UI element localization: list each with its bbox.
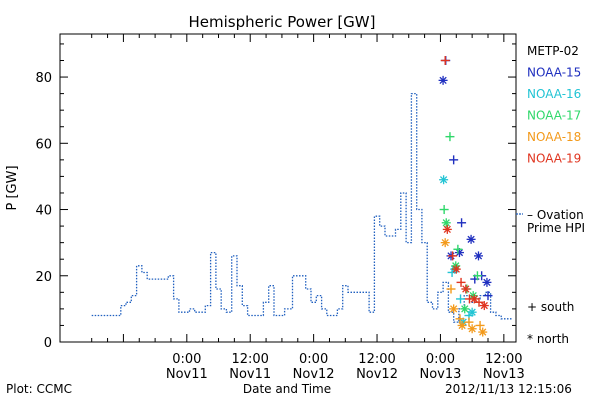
south-marker bbox=[453, 244, 463, 254]
south-marker bbox=[475, 320, 485, 330]
south-marker bbox=[474, 297, 484, 307]
y-tick-label: 20 bbox=[35, 270, 52, 285]
north-marker bbox=[461, 284, 471, 294]
south-marker bbox=[472, 271, 482, 281]
legend-item-metp-02: METP-02 bbox=[527, 44, 579, 58]
north-marker bbox=[469, 294, 479, 304]
x-axis-ticks: 0:00Nov1112:00Nov110:00Nov1212:00Nov120:… bbox=[91, 34, 525, 382]
y-tick-label: 60 bbox=[35, 137, 52, 152]
south-marker bbox=[456, 294, 466, 304]
south-marker bbox=[439, 205, 449, 215]
x-tick-date: Nov13 bbox=[483, 367, 525, 382]
x-axis-label: Date and Time bbox=[243, 382, 331, 396]
north-marker bbox=[440, 238, 450, 248]
north-marker bbox=[466, 234, 476, 244]
hpi-series bbox=[91, 92, 512, 323]
north-marker bbox=[457, 320, 467, 330]
south-marker bbox=[455, 314, 465, 324]
north-marker bbox=[441, 218, 451, 228]
legend: METP-02 NOAA-15 NOAA-16 NOAA-17 NOAA-18 NOAA-… bbox=[516, 44, 581, 215]
x-tick-date: Nov11 bbox=[229, 367, 271, 382]
north-marker bbox=[449, 304, 459, 314]
legend-item-noaa-16: NOAA-16 bbox=[527, 87, 581, 101]
north-marker bbox=[473, 251, 483, 261]
north-marker bbox=[479, 301, 489, 311]
x-tick-time: 0:00 bbox=[299, 352, 328, 367]
south-marker bbox=[457, 218, 467, 228]
hpi-line bbox=[91, 92, 512, 323]
footer-timestamp: 2012/11/13 12:15:06 bbox=[445, 382, 572, 396]
x-tick-date: Nov12 bbox=[293, 367, 335, 382]
north-marker bbox=[467, 307, 477, 317]
plot-frame bbox=[59, 33, 517, 343]
legend-item-noaa-17: NOAA-17 bbox=[527, 109, 581, 123]
legend-item-noaa-18: NOAA-18 bbox=[527, 130, 581, 144]
north-marker bbox=[478, 327, 488, 337]
north-marker bbox=[460, 304, 470, 314]
north-marker bbox=[467, 324, 477, 334]
x-tick-time: 12:00 bbox=[231, 352, 268, 367]
north-marker bbox=[438, 75, 448, 85]
x-tick-time: 12:00 bbox=[358, 352, 395, 367]
y-tick-label: 80 bbox=[35, 71, 52, 86]
footer-plot-source: Plot: CCMC bbox=[6, 382, 72, 396]
x-tick-time: 12:00 bbox=[485, 352, 522, 367]
legend-item-noaa-15: NOAA-15 bbox=[527, 66, 581, 80]
south-marker bbox=[464, 317, 474, 327]
south-marker-legend: + south bbox=[527, 300, 574, 314]
ovation-legend-line1: – Ovation bbox=[527, 208, 584, 222]
satellite-markers bbox=[438, 55, 493, 337]
y-axis-label: P [GW] bbox=[5, 165, 20, 210]
south-marker bbox=[456, 277, 466, 287]
y-axis-ticks: 0 20 40 60 80 bbox=[35, 43, 516, 351]
x-tick-date: Nov13 bbox=[419, 367, 461, 382]
y-tick-label: 40 bbox=[35, 204, 52, 219]
legend-item-noaa-19: NOAA-19 bbox=[527, 152, 581, 166]
north-marker bbox=[451, 264, 461, 274]
x-tick-time: 0:00 bbox=[172, 352, 201, 367]
north-marker bbox=[442, 224, 452, 234]
south-marker bbox=[448, 251, 458, 261]
north-marker bbox=[439, 175, 449, 185]
ovation-legend-line2: Prime HPI bbox=[527, 221, 585, 235]
chart-title: Hemispheric Power [GW] bbox=[189, 13, 376, 31]
y-tick-label: 0 bbox=[44, 336, 52, 351]
south-marker bbox=[445, 132, 455, 142]
south-marker bbox=[440, 55, 450, 65]
north-marker-legend: * north bbox=[527, 332, 569, 346]
south-marker bbox=[446, 284, 456, 294]
x-tick-time: 0:00 bbox=[426, 352, 455, 367]
x-tick-date: Nov11 bbox=[166, 367, 208, 382]
north-marker bbox=[482, 277, 492, 287]
south-marker bbox=[483, 291, 493, 301]
x-tick-date: Nov12 bbox=[356, 367, 398, 382]
south-marker bbox=[449, 155, 459, 165]
